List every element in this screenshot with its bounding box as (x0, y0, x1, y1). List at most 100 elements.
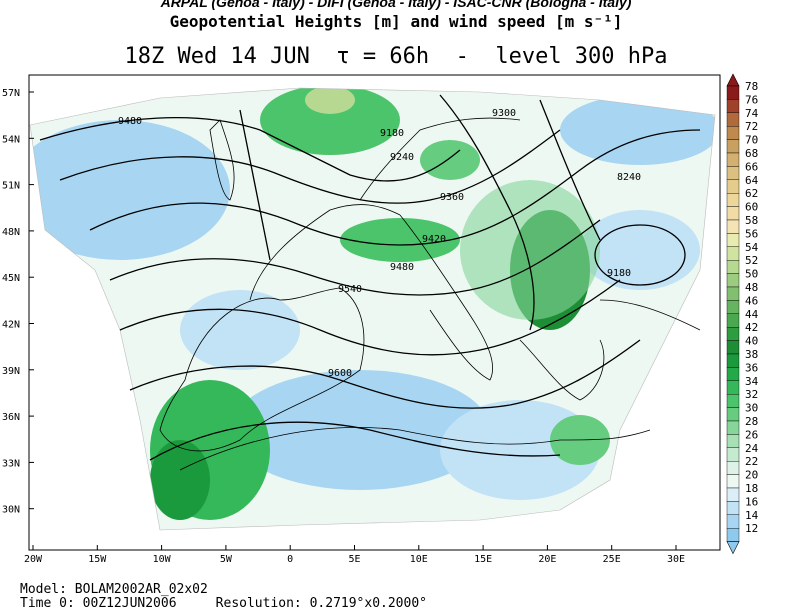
colorbar-label: 46 (745, 294, 758, 307)
colorbar-swatch (726, 286, 740, 301)
colorbar-label: 72 (745, 120, 758, 133)
lat-label: 51N (2, 181, 20, 192)
colorbar-swatch (726, 487, 740, 502)
colorbar-label: 38 (745, 348, 758, 361)
lon-label: 15W (88, 554, 107, 565)
colorbar-swatch (726, 273, 740, 288)
shade-patch (580, 210, 700, 290)
colorbar-swatch (726, 420, 740, 435)
colorbar-swatch (726, 192, 740, 207)
colorbar-label: 74 (745, 107, 759, 120)
north-africa-coast (179, 427, 651, 471)
colorbar-label: 64 (745, 174, 759, 187)
colorbar-swatch (726, 367, 740, 381)
colorbar-bottom-arrow (726, 541, 740, 555)
time-resolution-label: Time 0: 00Z12JUN2006 Resolution: 0.2719°… (20, 596, 427, 611)
colorbar-label: 22 (745, 455, 758, 468)
longitude-axis: 20W 15W 10W 5W 0 5E 10E 15E 20E 25E 30E (24, 545, 685, 565)
lon-label: 25E (603, 554, 621, 565)
colorbar-swatch (726, 327, 740, 341)
colorbar-label: 62 (745, 187, 758, 200)
height-contours (39, 94, 701, 461)
colorbar-swatch (726, 260, 740, 274)
contour-label: 9480 (118, 116, 142, 127)
colorbar-label: 14 (745, 509, 759, 522)
contour-line (149, 421, 561, 461)
lat-label: 42N (2, 320, 20, 331)
iberia-coast (159, 287, 365, 452)
contour-line (439, 94, 535, 331)
colorbar-swatch (726, 233, 740, 247)
lat-label: 30N (2, 505, 20, 516)
shade-patch (305, 88, 355, 114)
lon-label: 30E (667, 554, 685, 565)
colorbar-swatch (726, 99, 740, 114)
colorbar-swatch (726, 528, 740, 542)
colorbar-label: 54 (745, 241, 759, 254)
lon-label: 10W (153, 554, 172, 565)
contour-line (119, 279, 621, 356)
colorbar-label: 42 (745, 321, 758, 334)
colorbar-label: 28 (745, 415, 758, 428)
lat-label: 54N (2, 134, 20, 145)
lon-label: 20W (24, 554, 43, 565)
lat-label: 48N (2, 227, 20, 238)
contour-label: 8240 (617, 172, 641, 183)
uk-coast (209, 119, 235, 201)
colorbar-swatch (726, 313, 740, 328)
colorbar-label: 30 (745, 402, 758, 415)
colorbar-label: 16 (745, 495, 758, 508)
shade-patch (230, 370, 490, 490)
colorbar-label: 40 (745, 335, 758, 348)
colorbar-label: 20 (745, 469, 758, 482)
contour-label: 9480 (390, 262, 414, 273)
colorbar-label: 24 (745, 442, 759, 455)
wind-speed-field (30, 88, 715, 530)
valid-time-line: 18Z Wed 14 JUN τ = 66h - level 300 hPa (124, 44, 668, 69)
model-label: Model: BOLAM2002AR_02x02 (20, 582, 208, 597)
contour-line (129, 339, 641, 409)
contour-label: 9540 (338, 284, 362, 295)
colorbar-label: 66 (745, 160, 758, 173)
colorbar-swatch (726, 340, 740, 355)
colorbar-swatch (726, 447, 740, 462)
colorbar-label: 26 (745, 428, 758, 441)
colorbar-swatch (726, 300, 740, 314)
contour-line (594, 224, 686, 286)
colorbar-label: 60 (745, 201, 758, 214)
colorbar-label: 56 (745, 227, 758, 240)
colorbar-swatch (726, 474, 740, 489)
colorbar-label: 58 (745, 214, 758, 227)
contour-line (539, 99, 601, 241)
colorbar-swatch (726, 219, 740, 234)
colorbar-swatch (726, 139, 740, 154)
colorbar-swatch (726, 514, 740, 529)
black-sea-coast (599, 299, 701, 331)
shade-patch (180, 290, 300, 370)
contour-label: 9600 (328, 368, 352, 379)
colorbar-swatch (726, 380, 740, 395)
lat-label: 33N (2, 458, 20, 469)
lon-label: 5W (220, 554, 233, 565)
colorbar-swatch (726, 85, 740, 100)
lat-label: 36N (2, 412, 20, 423)
contour-labels: 9480 9180 9300 9240 9360 8240 9420 9480 … (118, 108, 641, 379)
lon-label: 10E (410, 554, 428, 565)
shade-patch (460, 180, 600, 320)
colorbar-top-arrow (726, 73, 740, 87)
colorbar-swatch (726, 112, 740, 127)
colorbar-label: 44 (745, 308, 759, 321)
colorbar-swatch (726, 394, 740, 408)
contour-line (239, 109, 271, 261)
contour-label: 9180 (380, 128, 404, 139)
contour-line (59, 129, 561, 204)
colorbar-label: 34 (745, 375, 759, 388)
lat-label: 45N (2, 273, 20, 284)
colorbar-label: 70 (745, 134, 758, 147)
contour-label: 9420 (422, 234, 446, 245)
colorbar-swatch (726, 166, 740, 180)
contour-label: 9240 (390, 152, 414, 163)
latitude-axis: 57N 54N 51N 48N 45N 42N 39N 36N 33N 30N (2, 88, 34, 516)
colorbar-label: 52 (745, 254, 758, 267)
lon-label: 5E (348, 554, 360, 565)
